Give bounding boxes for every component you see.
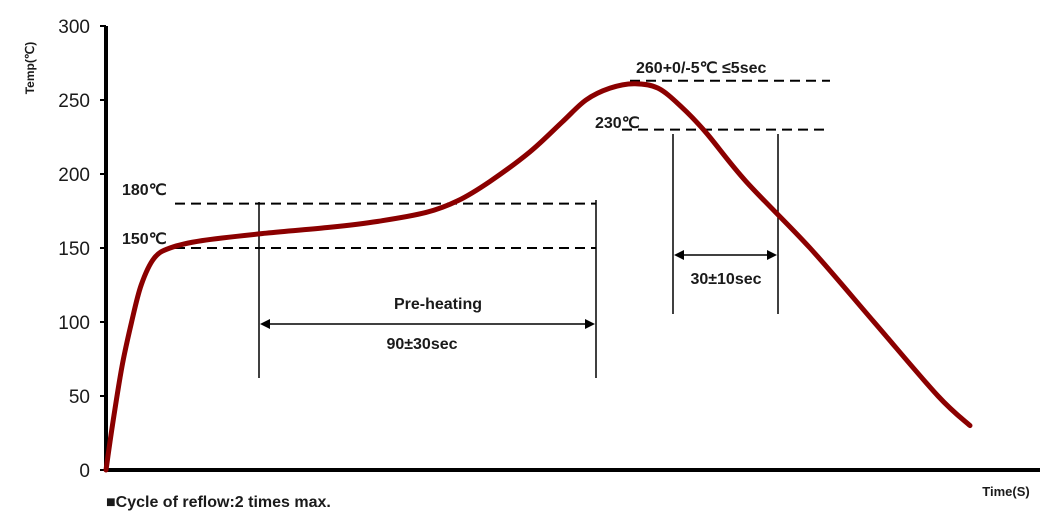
footnote: ■Cycle of reflow:2 times max.: [106, 494, 331, 511]
label-peak: 260+0/-5℃ ≤5sec: [636, 60, 767, 77]
preheat-arrow-head-left: [260, 319, 270, 329]
preheat-arrow-head-right: [585, 319, 595, 329]
x-axis-label: Time(S): [982, 484, 1029, 499]
reflow-arrow-head-right: [767, 250, 777, 260]
y-ticks: 0 50 100 150 200 250 300: [58, 17, 106, 482]
y-tick-label: 300: [58, 17, 90, 38]
y-tick-label: 150: [58, 239, 90, 260]
label-150c: 150℃: [122, 231, 167, 248]
reference-lines: [175, 79, 830, 378]
y-axis-label: Temp(℃): [23, 42, 37, 95]
label-180c: 180℃: [122, 182, 167, 199]
label-230c: 230℃: [595, 115, 640, 132]
temperature-curve: [103, 81, 973, 473]
label-preheating: Pre-heating: [394, 296, 482, 313]
label-preheat-time: 90±30sec: [386, 336, 457, 353]
label-reflow-time: 30±10sec: [690, 271, 761, 288]
y-tick-label: 250: [58, 91, 90, 112]
y-tick-label: 200: [58, 165, 90, 186]
y-tick-label: 50: [69, 387, 90, 408]
reflow-arrow-head-left: [674, 250, 684, 260]
y-tick-label: 100: [58, 313, 90, 334]
y-tick-label: 0: [79, 461, 90, 482]
